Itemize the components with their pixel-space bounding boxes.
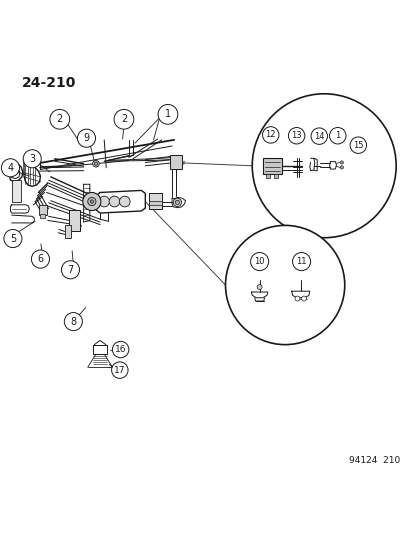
Circle shape (64, 312, 82, 330)
Circle shape (349, 137, 366, 154)
Circle shape (4, 230, 22, 248)
Bar (65, 224, 71, 238)
Circle shape (294, 296, 299, 301)
Bar (170, 155, 181, 168)
Text: 6: 6 (37, 254, 43, 264)
Text: 17: 17 (114, 366, 125, 375)
Circle shape (23, 150, 41, 168)
Circle shape (119, 196, 130, 207)
Circle shape (173, 198, 181, 206)
Text: 13: 13 (291, 131, 301, 140)
Text: 1: 1 (164, 109, 171, 119)
Text: 5: 5 (10, 233, 16, 244)
Text: 15: 15 (352, 141, 363, 150)
Text: 24-210: 24-210 (22, 76, 76, 90)
Text: 7: 7 (67, 265, 74, 275)
Circle shape (225, 225, 344, 345)
Text: 14: 14 (313, 132, 324, 141)
Bar (148, 193, 161, 209)
Bar (12, 180, 21, 203)
Circle shape (61, 261, 79, 279)
Circle shape (339, 166, 343, 169)
Bar (69, 210, 79, 231)
Text: 16: 16 (115, 345, 126, 354)
Text: 4: 4 (7, 163, 14, 173)
Circle shape (99, 196, 109, 207)
Circle shape (250, 253, 268, 271)
Circle shape (256, 285, 261, 289)
Bar (39, 205, 47, 215)
Text: 12: 12 (265, 131, 275, 140)
Circle shape (93, 160, 99, 167)
Circle shape (114, 109, 133, 129)
Bar (262, 158, 282, 174)
Circle shape (112, 362, 128, 378)
Bar (148, 201, 161, 205)
Text: 8: 8 (70, 317, 76, 327)
Text: 11: 11 (296, 257, 306, 266)
Circle shape (31, 250, 50, 268)
Circle shape (50, 109, 69, 129)
Circle shape (301, 296, 306, 301)
Text: 2: 2 (57, 114, 63, 124)
Circle shape (88, 197, 96, 206)
Text: 94124  210: 94124 210 (348, 456, 399, 465)
Circle shape (1, 159, 19, 177)
Circle shape (158, 104, 177, 124)
Bar (273, 174, 278, 178)
Circle shape (252, 94, 395, 238)
Text: 10: 10 (254, 257, 264, 266)
Circle shape (109, 196, 119, 207)
Circle shape (94, 162, 97, 165)
Circle shape (112, 341, 128, 358)
Circle shape (83, 192, 101, 211)
Text: 3: 3 (29, 154, 35, 164)
Circle shape (288, 127, 304, 144)
Circle shape (292, 253, 310, 271)
Circle shape (310, 128, 327, 144)
Circle shape (339, 161, 343, 164)
Bar (40, 214, 45, 218)
Circle shape (262, 127, 278, 143)
Circle shape (77, 129, 95, 147)
Bar (265, 174, 269, 178)
Text: 1: 1 (335, 131, 339, 140)
Circle shape (90, 200, 93, 203)
Circle shape (175, 200, 179, 204)
Text: 2: 2 (121, 114, 127, 124)
Text: 9: 9 (83, 133, 89, 143)
Circle shape (329, 127, 345, 144)
